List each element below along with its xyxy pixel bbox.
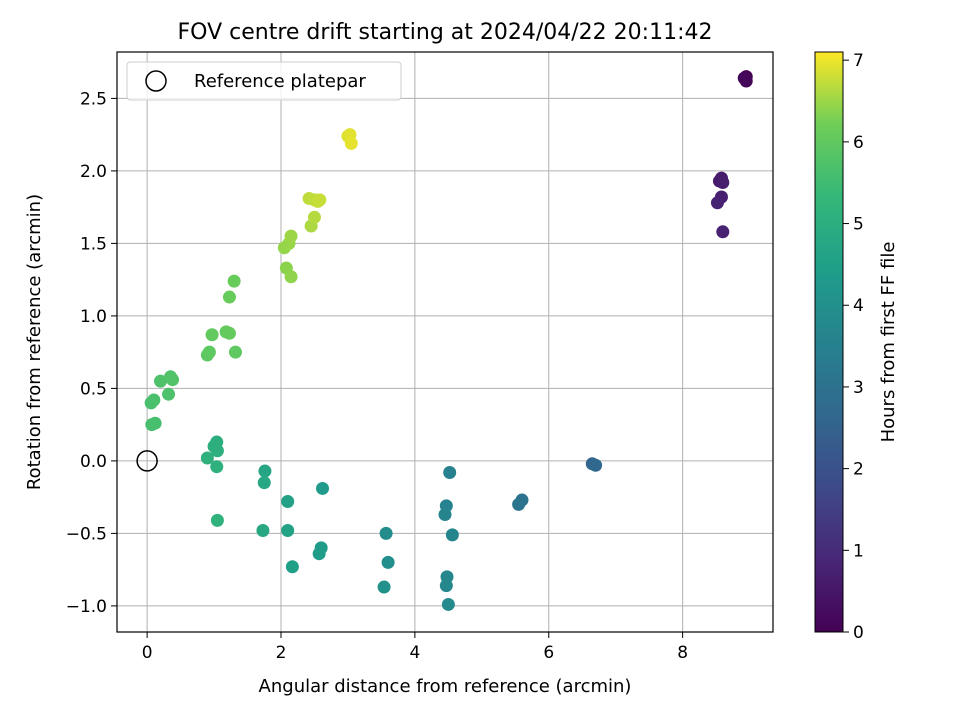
data-point (445, 528, 459, 542)
data-point (284, 229, 298, 243)
data-point (200, 451, 214, 465)
data-point (210, 460, 224, 474)
colorbar: 0 1 2 3 4 5 6 7 Hours from first FF file (814, 51, 899, 643)
colorbar-label: Hours from first FF file (878, 242, 899, 443)
colorbar-tick-label: 3 (853, 378, 864, 398)
data-point (344, 136, 358, 150)
data-point (281, 495, 295, 508)
data-point (307, 210, 321, 224)
data-point (281, 524, 295, 537)
data-point (284, 270, 298, 284)
x-tick-label: 0 (142, 643, 153, 663)
data-point (162, 387, 176, 401)
y-tick-label: −1.0 (66, 597, 107, 617)
x-tick-label: 8 (677, 643, 688, 663)
data-point (258, 464, 272, 478)
colorbar-gradient (814, 51, 844, 633)
data-point (443, 466, 457, 479)
data-point (716, 225, 730, 239)
colorbar-tick-label: 1 (853, 541, 864, 561)
colorbar-tick-label: 6 (853, 133, 864, 153)
data-point (228, 345, 242, 359)
legend: Reference platepar (126, 61, 402, 101)
colorbar-tick-label: 2 (853, 460, 864, 480)
legend-entry-label: Reference platepar (194, 71, 366, 92)
reference-platepar-marker (136, 450, 158, 472)
y-tick-label: 1.5 (80, 234, 107, 254)
data-point (441, 597, 455, 611)
y-tick-label: 2.5 (80, 89, 107, 109)
colorbar-ticks: 0 1 2 3 4 5 6 7 (843, 51, 864, 643)
data-point (154, 374, 168, 388)
data-point (202, 345, 216, 359)
grid (117, 52, 773, 632)
data-point (512, 497, 526, 511)
data-point (737, 71, 751, 85)
data-point (257, 476, 271, 490)
plot-frame (116, 51, 774, 633)
y-axis-ticks: −1.0 −0.5 0.0 0.5 1.0 1.5 2.0 2.5 (66, 89, 117, 617)
data-point (439, 579, 453, 593)
colorbar-tick-label: 5 (853, 215, 864, 235)
data-point (285, 560, 299, 574)
data-point (210, 513, 224, 527)
data-point (312, 547, 326, 561)
chart-title: FOV centre drift starting at 2024/04/22 … (178, 20, 713, 45)
scatter-points (144, 70, 753, 611)
y-axis-label: Rotation from reference (arcmin) (24, 194, 45, 490)
data-point (205, 328, 219, 342)
data-point (316, 481, 330, 495)
data-point (589, 458, 603, 472)
data-point (227, 274, 241, 288)
data-point (438, 508, 452, 522)
x-tick-label: 2 (276, 643, 287, 663)
data-point (145, 418, 159, 432)
colorbar-tick-label: 4 (853, 296, 864, 316)
data-point (166, 373, 180, 387)
data-point (222, 290, 236, 304)
y-tick-label: 0.0 (80, 452, 107, 472)
data-point (716, 176, 730, 189)
y-tick-label: 1.0 (80, 307, 107, 327)
legend-marker-open-circle (145, 70, 167, 92)
x-axis-ticks: 0 2 4 6 8 (142, 632, 688, 663)
data-point (313, 193, 327, 207)
y-tick-label: 0.5 (80, 379, 107, 399)
reference-layer (136, 450, 158, 472)
x-tick-label: 4 (409, 643, 420, 663)
data-point (379, 526, 393, 540)
x-tick-label: 6 (543, 643, 554, 663)
data-point (210, 444, 224, 458)
data-point (377, 580, 391, 594)
data-point (256, 524, 270, 537)
x-axis-label: Angular distance from reference (arcmin) (259, 676, 632, 697)
colorbar-tick-label: 0 (853, 623, 864, 643)
y-tick-label: −0.5 (66, 524, 107, 544)
colorbar-tick-label: 7 (853, 51, 864, 71)
y-tick-label: 2.0 (80, 162, 107, 182)
data-point (381, 555, 395, 569)
legend-box (126, 61, 402, 101)
data-point (222, 326, 236, 340)
data-point (147, 393, 161, 407)
data-point (710, 196, 724, 210)
